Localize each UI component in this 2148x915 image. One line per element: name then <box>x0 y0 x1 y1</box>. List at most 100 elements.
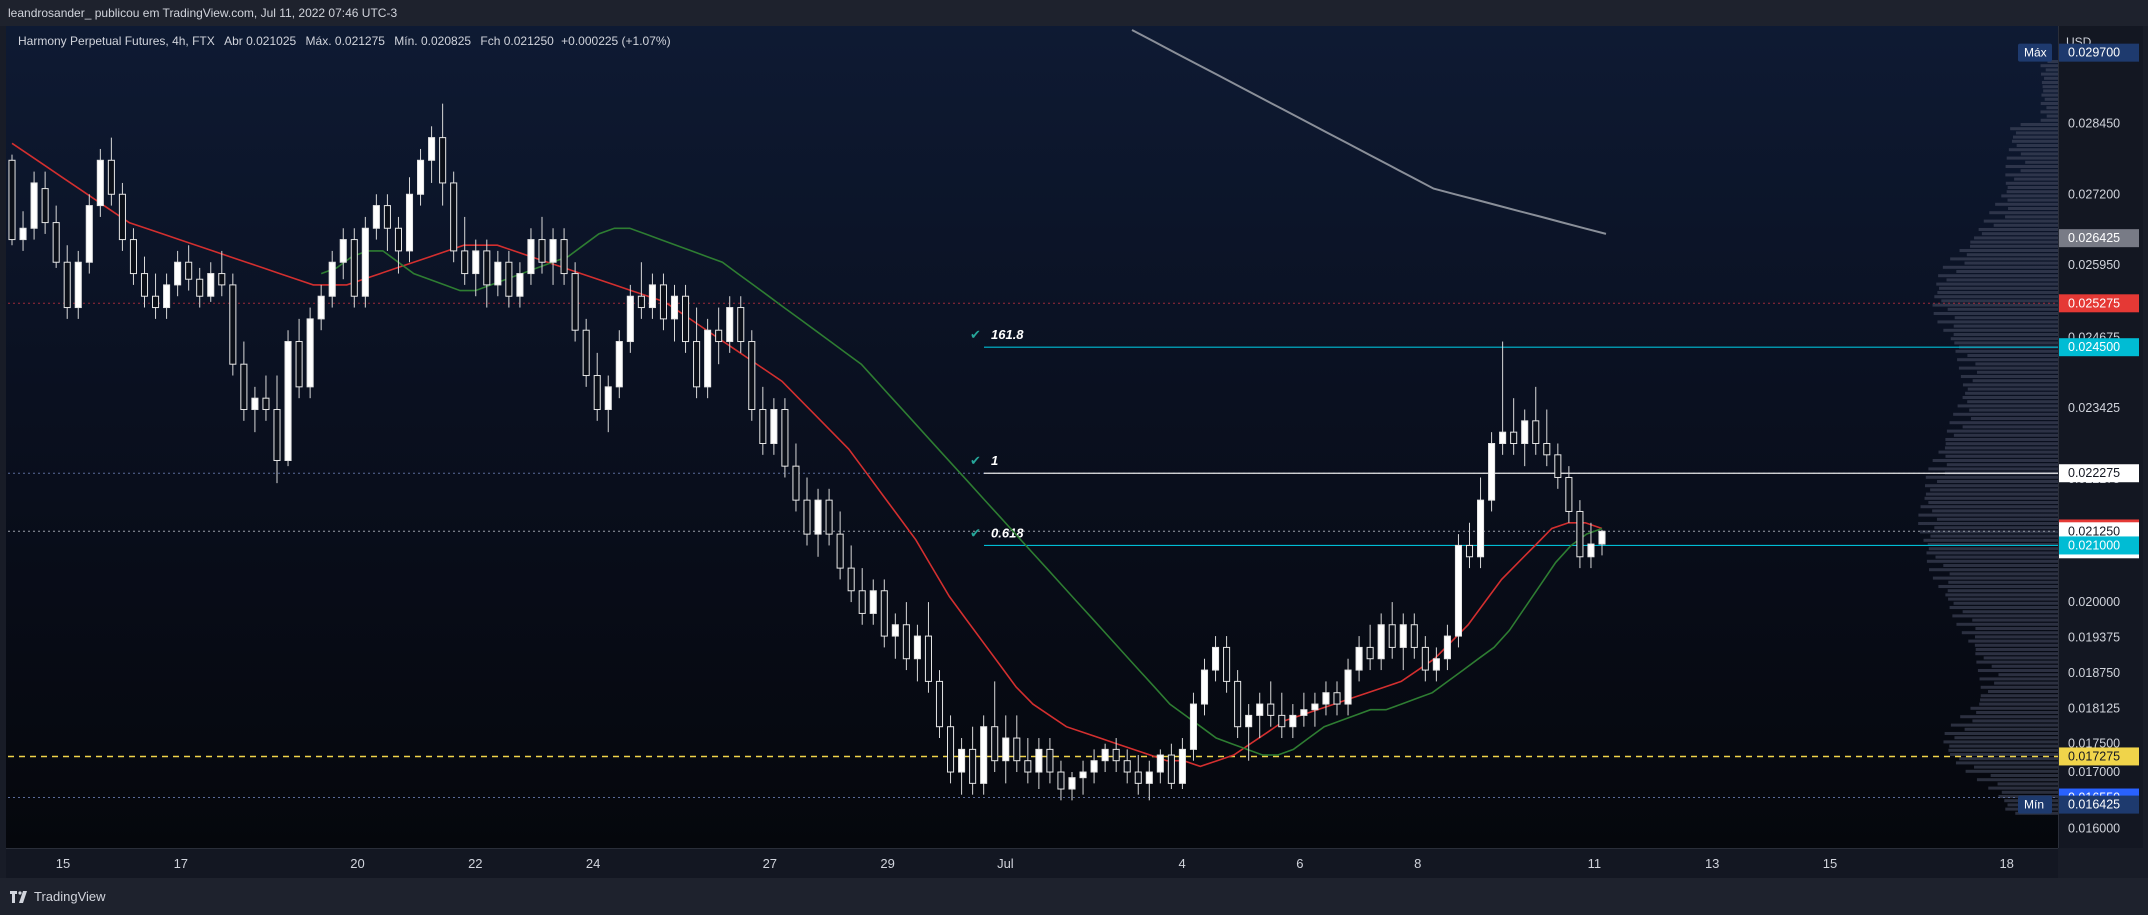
time-tick-label: 18 <box>1999 856 2013 871</box>
volume-profile-bar <box>2044 97 2058 101</box>
price-tick-label: 0.016000 <box>2068 822 2120 836</box>
volume-profile-bar <box>1943 564 2058 567</box>
volume-profile-bar <box>1962 396 2058 399</box>
min-price-badge <box>2059 795 2139 814</box>
candle-body <box>185 261 193 280</box>
volume-profile-bar <box>1938 585 2058 588</box>
volume-profile-bar <box>2047 60 2058 63</box>
candle-body <box>1245 714 1253 728</box>
volume-profile-bar <box>1928 467 2058 471</box>
candle-body <box>1278 714 1286 728</box>
volume-profile-bar <box>1953 433 2058 437</box>
price-badge <box>2059 747 2139 766</box>
volume-profile-bar <box>2006 156 2058 160</box>
time-tick-label: 29 <box>880 856 894 871</box>
volume-profile-bar <box>1946 429 2058 433</box>
chart-area[interactable] <box>6 26 2058 848</box>
volume-profile-bar <box>1980 694 2058 698</box>
volume-profile-bar <box>1959 249 2058 252</box>
volume-profile-bar <box>1932 303 2058 307</box>
volume-profile-bar <box>1955 761 2058 765</box>
price-badge-label: 0.022275 <box>2068 466 2120 480</box>
volume-profile-bar <box>1948 748 2058 752</box>
min-price-label: 0.016425 <box>2068 798 2120 812</box>
time-tick-label: 22 <box>468 856 482 871</box>
candle-body <box>273 409 281 461</box>
volume-profile-bar <box>1954 316 2058 320</box>
price-badge-label: 0.021250 <box>2068 524 2120 538</box>
time-axis[interactable] <box>6 848 2058 879</box>
tradingview-logo-icon <box>10 890 27 903</box>
volume-profile-bar <box>1945 442 2058 446</box>
max-price-badge <box>2059 43 2139 62</box>
candle-body <box>1145 771 1153 784</box>
candle-body <box>1024 760 1032 773</box>
volume-profile-bar <box>1957 358 2058 362</box>
volume-profile-bar <box>1962 425 2058 429</box>
volume-profile-bar <box>1934 526 2058 530</box>
price-badge-label: 0.021000 <box>2068 538 2120 552</box>
candle-body <box>1565 476 1573 512</box>
volume-profile-bar <box>1959 757 2058 761</box>
volume-profile-bar <box>1939 286 2058 290</box>
price-tick-label: 0.023425 <box>2068 401 2120 415</box>
candle-body <box>538 239 546 263</box>
candle-body <box>902 624 910 660</box>
candle-body <box>1598 530 1606 545</box>
volume-profile-bar <box>1947 589 2058 593</box>
volume-profile-bar <box>1974 765 2058 769</box>
volume-profile-bar <box>2045 68 2058 72</box>
candle-body <box>295 341 303 388</box>
volume-profile-bar <box>1930 488 2058 492</box>
candle-body <box>626 295 634 343</box>
candle-body <box>328 261 336 297</box>
candle-body <box>1521 420 1529 444</box>
candle-body <box>1355 646 1363 671</box>
candle-body <box>494 261 502 286</box>
candle-body <box>30 182 38 229</box>
low-value: 0.020825 <box>420 34 472 48</box>
volume-profile-bar <box>2001 790 2058 794</box>
volume-profile-bar <box>1956 270 2058 273</box>
volume-profile-bar <box>1932 459 2058 462</box>
candle-body <box>759 409 767 444</box>
candle-body <box>1554 454 1562 478</box>
candle-body <box>1410 624 1418 648</box>
volume-profile-bar <box>1925 484 2058 488</box>
volume-profile-bar <box>1949 572 2058 576</box>
price-axis[interactable] <box>2058 26 2143 848</box>
volume-profile-bar <box>1975 627 2058 630</box>
volume-profile-bar <box>1983 219 2058 223</box>
volume-profile-bar <box>1965 391 2058 395</box>
candle-body <box>704 329 712 388</box>
price-badge-label: 0.024500 <box>2068 340 2120 354</box>
volume-profile-bar <box>1935 555 2058 559</box>
volume-profile-bar <box>2046 106 2058 110</box>
volume-profile-bar <box>1953 601 2058 605</box>
candle-body <box>847 567 855 592</box>
volume-profile-bar <box>1933 312 2058 315</box>
volume-profile-bar <box>2020 123 2058 126</box>
candle-body <box>947 726 955 773</box>
candle-body <box>715 329 723 343</box>
fib-level-label: 1 <box>991 453 998 468</box>
volume-profile-bar <box>1957 404 2058 408</box>
volume-profile-bar <box>2040 102 2058 105</box>
volume-profile-bar <box>2040 64 2058 68</box>
price-tick-label: 0.018125 <box>2068 701 2120 715</box>
volume-profile-bar <box>1953 324 2058 328</box>
candle-body <box>405 193 414 252</box>
volume-profile-bar <box>1978 228 2058 231</box>
volume-profile-bar <box>1967 400 2058 404</box>
min-badge-label: Mín <box>2024 798 2044 812</box>
volume-profile-bar <box>1964 727 2058 731</box>
volume-profile-bar <box>1976 370 2058 374</box>
candle-body <box>770 409 778 444</box>
candle-body <box>428 137 436 161</box>
candle-body <box>1134 771 1142 784</box>
candle-body <box>96 159 104 207</box>
volume-profile-bar <box>1929 568 2058 572</box>
time-tick-label: 15 <box>56 856 70 871</box>
candle-body <box>648 284 656 309</box>
candle-body <box>880 590 888 637</box>
